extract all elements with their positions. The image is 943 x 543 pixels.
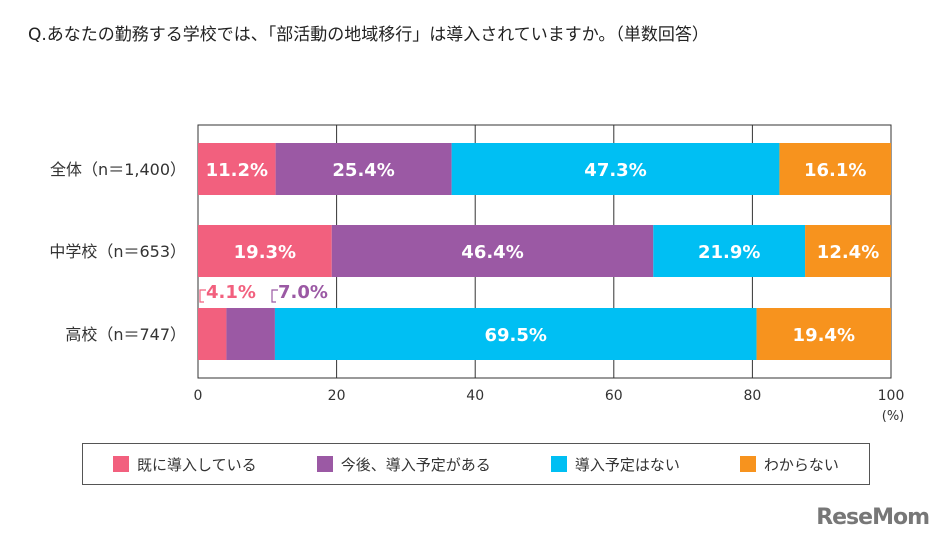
- x-tick-label: 60: [605, 388, 623, 404]
- legend-item: わからない: [739, 454, 839, 475]
- data-label: 12.4%: [817, 242, 879, 263]
- data-label: 69.5%: [485, 325, 547, 346]
- category-label: 高校（n＝747）: [65, 325, 186, 344]
- bar-segment: [779, 143, 891, 195]
- legend: 既に導入している 今後、導入予定がある 導入予定はない わからない: [82, 443, 870, 485]
- x-tick-label: 0: [194, 388, 203, 404]
- bar-segment: [756, 308, 891, 360]
- bar-segment: [805, 225, 891, 277]
- x-tick-label: 80: [743, 388, 761, 404]
- bar-segment: [451, 143, 780, 195]
- data-label: 4.1%: [206, 282, 256, 303]
- data-label: 47.3%: [584, 160, 646, 181]
- bar-segment: [198, 308, 227, 360]
- data-label: 11.2%: [206, 160, 268, 181]
- data-label: 19.3%: [234, 242, 296, 263]
- bar-segment: [198, 143, 276, 195]
- data-label: 19.4%: [793, 325, 855, 346]
- bar-segment: [275, 143, 452, 195]
- x-axis-unit: (%): [882, 409, 905, 424]
- data-label: 7.0%: [278, 282, 328, 303]
- legend-label: 導入予定はない: [574, 455, 680, 474]
- bar-segment: [198, 225, 332, 277]
- label-leader: [271, 289, 278, 303]
- bar-chart: 0 20 40 60 80 100 (%) 全体（n＝1,400） 11.2% 25.4% 47.3…: [49, 124, 905, 424]
- legend-swatch: [113, 456, 130, 472]
- legend-label: 今後、導入予定がある: [340, 455, 491, 474]
- data-label: 25.4%: [332, 160, 394, 181]
- category-label: 全体（n＝1,400）: [50, 160, 186, 179]
- data-label: 46.4%: [461, 242, 523, 263]
- bar-segment: [331, 225, 654, 277]
- x-tick-label: 20: [328, 388, 346, 404]
- chart-title: Q.あなたの勤務する学校では、「部活動の地域移行」は導入されていますか。（単数回…: [28, 25, 709, 45]
- legend-swatch: [550, 456, 567, 472]
- legend-item: 既に導入している: [113, 454, 257, 475]
- bar-segment: [653, 225, 806, 277]
- legend-label: 既に導入している: [137, 455, 257, 474]
- label-leader: [199, 289, 206, 303]
- resemom-logo: ReseMom: [816, 505, 930, 530]
- x-tick-label: 40: [466, 388, 484, 404]
- data-label: 16.1%: [804, 160, 866, 181]
- x-tick-label: 100: [878, 388, 905, 404]
- data-label: 21.9%: [698, 242, 760, 263]
- legend-swatch: [316, 456, 333, 472]
- bar-segment: [274, 308, 757, 360]
- legend-label: わからない: [763, 455, 839, 474]
- bar-segment: [226, 308, 275, 360]
- legend-swatch: [739, 456, 756, 472]
- legend-item: 今後、導入予定がある: [316, 454, 491, 475]
- category-label: 中学校（n＝653）: [49, 242, 186, 261]
- legend-item: 導入予定はない: [550, 454, 680, 475]
